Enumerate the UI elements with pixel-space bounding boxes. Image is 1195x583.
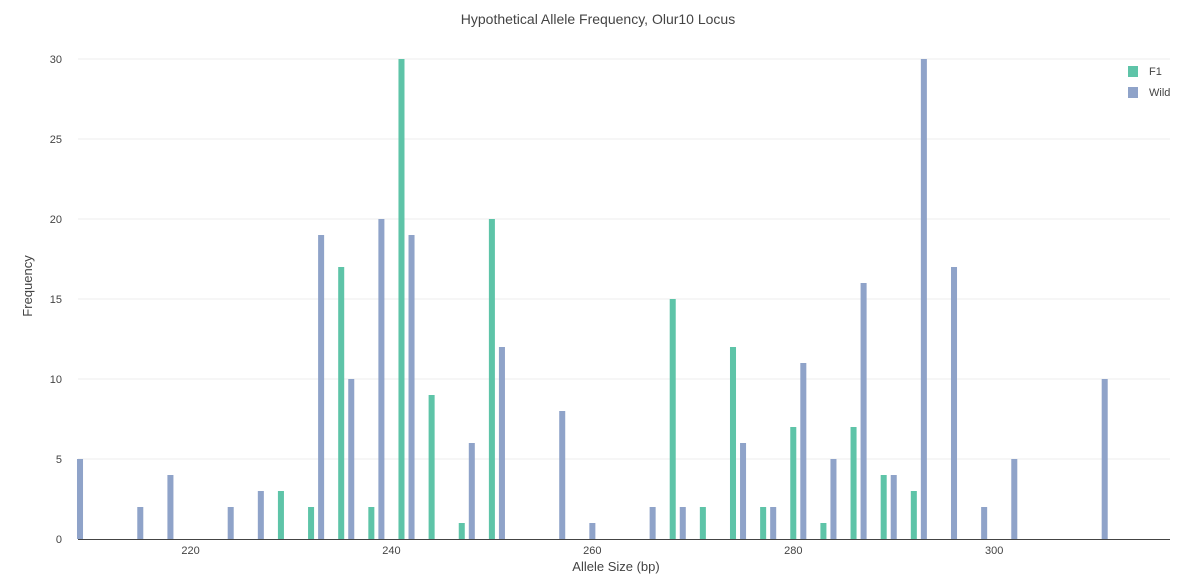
- bars: [76, 59, 1108, 539]
- legend-label-f1[interactable]: F1: [1149, 66, 1162, 78]
- bar-f1-247[interactable]: [458, 523, 465, 539]
- bar-f1-241[interactable]: [398, 59, 405, 539]
- bar-f1-268[interactable]: [669, 299, 676, 539]
- bar-wild-287[interactable]: [860, 283, 867, 539]
- bar-wild-227[interactable]: [257, 491, 264, 539]
- bar-wild-269[interactable]: [679, 507, 686, 539]
- legend-swatch-wild[interactable]: [1128, 87, 1138, 98]
- bar-wild-209[interactable]: [76, 459, 84, 539]
- bar-f1-274[interactable]: [729, 347, 737, 539]
- x-tick-label: 220: [181, 545, 199, 557]
- y-tick-label: 30: [50, 54, 62, 66]
- bar-f1-286[interactable]: [850, 427, 857, 539]
- bar-wild-248[interactable]: [468, 443, 475, 539]
- bar-wild-251[interactable]: [498, 347, 505, 539]
- bar-wild-233[interactable]: [318, 235, 325, 539]
- bar-f1-283[interactable]: [820, 523, 827, 539]
- bar-wild-236[interactable]: [348, 379, 355, 539]
- x-tick-label: 260: [583, 545, 601, 557]
- bar-wild-290[interactable]: [890, 475, 897, 539]
- y-tick-label: 25: [50, 134, 62, 146]
- bar-wild-302[interactable]: [1011, 459, 1018, 539]
- bar-f1-238[interactable]: [368, 507, 375, 539]
- bar-wild-296[interactable]: [950, 267, 958, 539]
- bar-f1-250[interactable]: [488, 219, 495, 539]
- bar-wild-239[interactable]: [378, 219, 385, 539]
- x-tick-label: 240: [382, 545, 400, 557]
- bar-wild-275[interactable]: [740, 443, 747, 539]
- bar-wild-242[interactable]: [408, 235, 415, 539]
- y-tick-label: 15: [50, 294, 62, 306]
- bar-wild-266[interactable]: [649, 507, 656, 539]
- y-tick-label: 5: [56, 454, 62, 466]
- legend: F1 Wild: [1128, 66, 1170, 99]
- x-tick-label: 280: [784, 545, 802, 557]
- y-tick-label: 10: [50, 374, 62, 386]
- bar-f1-232[interactable]: [308, 507, 315, 539]
- bar-wild-257[interactable]: [559, 411, 566, 539]
- y-tick-label: 20: [50, 214, 62, 226]
- x-tick-label: 300: [985, 545, 1003, 557]
- y-tick-label: 0: [56, 534, 62, 546]
- bar-f1-289[interactable]: [880, 475, 887, 539]
- legend-label-wild[interactable]: Wild: [1149, 87, 1170, 99]
- gridlines: [78, 58, 1170, 460]
- bar-wild-224[interactable]: [227, 507, 234, 539]
- y-axis-title: Frequency: [20, 255, 35, 317]
- bar-f1-229[interactable]: [277, 491, 284, 539]
- bar-wild-284[interactable]: [830, 459, 837, 539]
- bar-wild-281[interactable]: [800, 363, 807, 539]
- bar-f1-235[interactable]: [338, 267, 345, 539]
- bar-wild-311[interactable]: [1101, 379, 1108, 539]
- legend-swatch-f1[interactable]: [1128, 66, 1138, 77]
- bar-wild-293[interactable]: [920, 59, 927, 539]
- bar-f1-280[interactable]: [790, 427, 797, 539]
- x-axis-title: Allele Size (bp): [572, 559, 659, 574]
- bar-f1-271[interactable]: [699, 507, 706, 539]
- bar-wild-218[interactable]: [167, 475, 174, 539]
- bar-f1-277[interactable]: [760, 507, 767, 539]
- bar-wild-278[interactable]: [770, 507, 777, 539]
- bar-f1-292[interactable]: [910, 491, 917, 539]
- bar-wild-215[interactable]: [137, 507, 144, 539]
- bar-wild-260[interactable]: [589, 523, 596, 539]
- bar-f1-244[interactable]: [428, 395, 435, 539]
- bar-wild-299[interactable]: [981, 507, 988, 539]
- axes: 0 5 10 15 20 25 30 220 240 260 280 300: [50, 54, 1170, 557]
- chart-title: Hypothetical Allele Frequency, Olur10 Lo…: [461, 11, 735, 27]
